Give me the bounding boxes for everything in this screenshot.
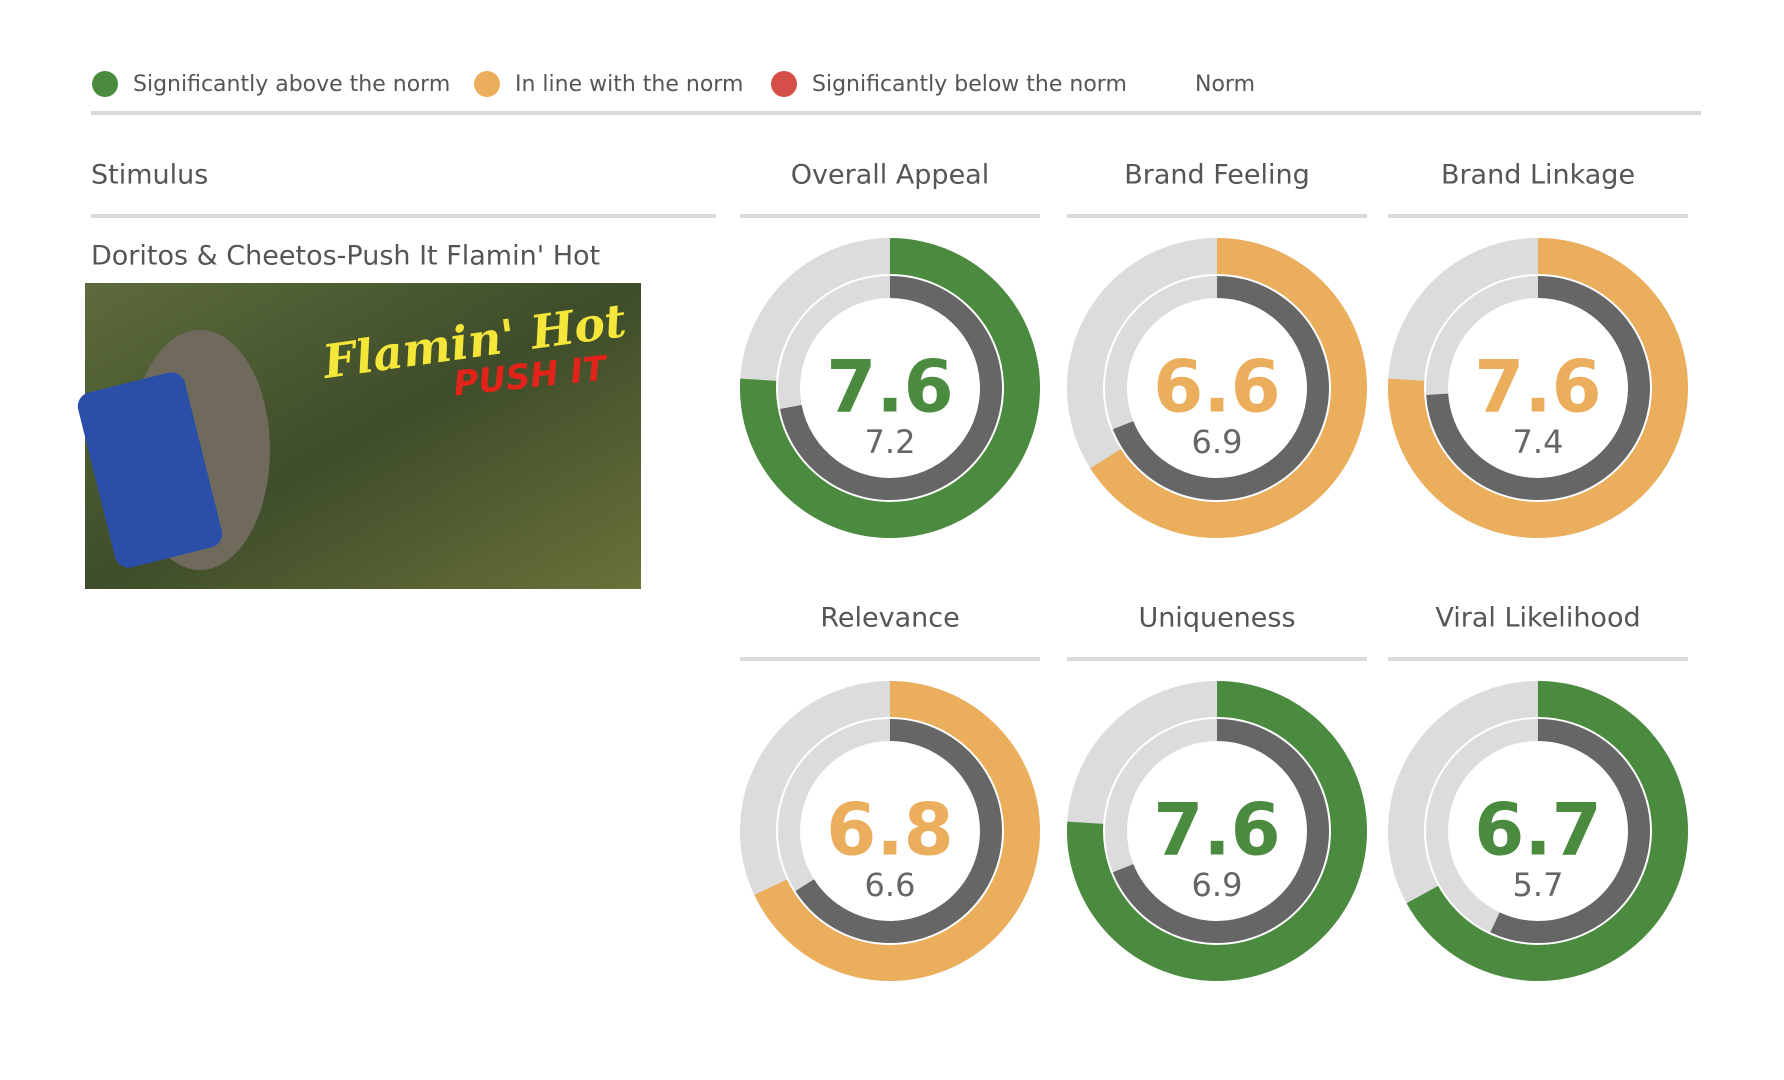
legend-label: Significantly below the norm bbox=[812, 72, 1127, 97]
norm-arc bbox=[1112, 719, 1329, 943]
legend-dot bbox=[92, 71, 118, 97]
metric-title: Viral Likelihood bbox=[1435, 603, 1640, 634]
legend-dot bbox=[771, 71, 797, 97]
norm-value: 7.2 bbox=[865, 423, 916, 461]
norm-value: 5.7 bbox=[1513, 866, 1564, 904]
score-value: 7.6 bbox=[826, 345, 954, 429]
norm-value: 6.6 bbox=[865, 866, 916, 904]
metric-title: Brand Linkage bbox=[1441, 160, 1635, 191]
score-value: 6.6 bbox=[1153, 345, 1281, 429]
score-value: 6.7 bbox=[1474, 788, 1602, 872]
score-value: 7.6 bbox=[1474, 345, 1602, 429]
legend-label: Significantly above the norm bbox=[133, 72, 450, 97]
norm-value: 7.4 bbox=[1513, 423, 1564, 461]
stimulus-header: Stimulus bbox=[91, 160, 208, 191]
score-value: 7.6 bbox=[1153, 788, 1281, 872]
metric-title: Brand Feeling bbox=[1124, 160, 1310, 191]
score-value: 6.8 bbox=[826, 788, 954, 872]
norm-arc bbox=[1426, 276, 1650, 500]
score-arc bbox=[754, 681, 1040, 981]
norm-arc bbox=[1490, 719, 1650, 943]
norm-arc bbox=[795, 719, 1002, 943]
legend-label: In line with the norm bbox=[515, 72, 743, 97]
score-arc bbox=[1388, 238, 1688, 538]
stimulus-name: Doritos & Cheetos-Push It Flamin' Hot bbox=[91, 241, 600, 272]
score-arc bbox=[1406, 681, 1688, 981]
legend-dot bbox=[474, 71, 500, 97]
norm-arc bbox=[779, 276, 1002, 500]
legend-label: Norm bbox=[1195, 72, 1255, 97]
metric-title: Uniqueness bbox=[1138, 603, 1295, 634]
norm-arc bbox=[1112, 276, 1329, 500]
stimulus-image: Flamin' Hot PUSH IT bbox=[77, 283, 641, 589]
score-arc bbox=[740, 238, 1040, 538]
image-bag bbox=[77, 372, 223, 568]
norm-value: 6.9 bbox=[1192, 423, 1243, 461]
score-arc bbox=[1067, 681, 1367, 981]
norm-value: 6.9 bbox=[1192, 866, 1243, 904]
score-arc bbox=[1090, 238, 1367, 538]
metric-title: Overall Appeal bbox=[791, 160, 989, 191]
metric-title: Relevance bbox=[820, 603, 959, 634]
